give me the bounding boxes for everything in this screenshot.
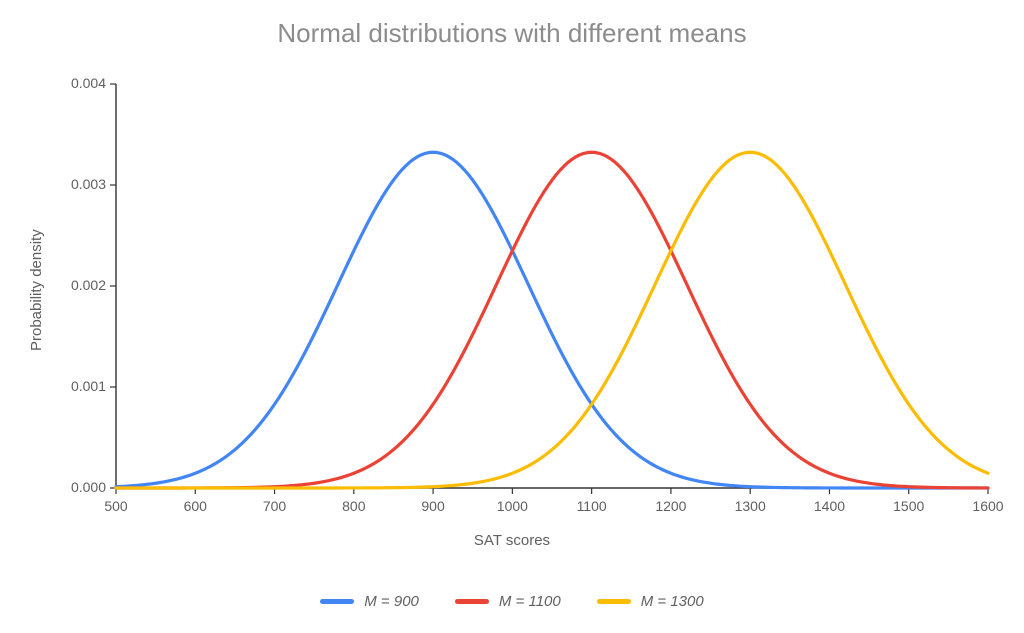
x-tick-label: 1600 [958,498,1018,514]
legend-label: M = 1100 [499,593,561,610]
y-axis-label: Probability density [28,229,45,351]
legend-label: M = 1300 [641,593,704,610]
x-axis-label: SAT scores [0,532,1024,549]
x-tick-label: 800 [324,498,384,514]
legend-swatch [455,599,489,604]
legend-item: M = 1300 [597,593,704,610]
series-line [116,152,988,488]
x-tick-label: 1200 [641,498,701,514]
x-tick-label: 700 [245,498,305,514]
y-tick-label: 0.001 [46,378,106,394]
x-tick-label: 500 [86,498,146,514]
x-tick-label: 1000 [482,498,542,514]
y-tick-label: 0.000 [46,479,106,495]
x-tick-label: 900 [403,498,463,514]
legend-swatch [320,599,354,604]
legend-label: M = 900 [364,593,419,610]
x-tick-label: 600 [165,498,225,514]
chart-title: Normal distributions with different mean… [0,18,1024,49]
y-tick-label: 0.002 [46,277,106,293]
legend: M = 900 M = 1100 M = 1300 [0,593,1024,610]
y-tick-label: 0.004 [46,75,106,91]
x-tick-label: 1500 [879,498,939,514]
plot-area [116,84,988,488]
legend-swatch [597,599,631,604]
chart-container: Normal distributions with different mean… [0,0,1024,633]
x-tick-label: 1100 [562,498,622,514]
x-tick-label: 1400 [799,498,859,514]
legend-item: M = 900 [320,593,419,610]
y-tick-label: 0.003 [46,176,106,192]
x-tick-label: 1300 [720,498,780,514]
legend-item: M = 1100 [455,593,561,610]
